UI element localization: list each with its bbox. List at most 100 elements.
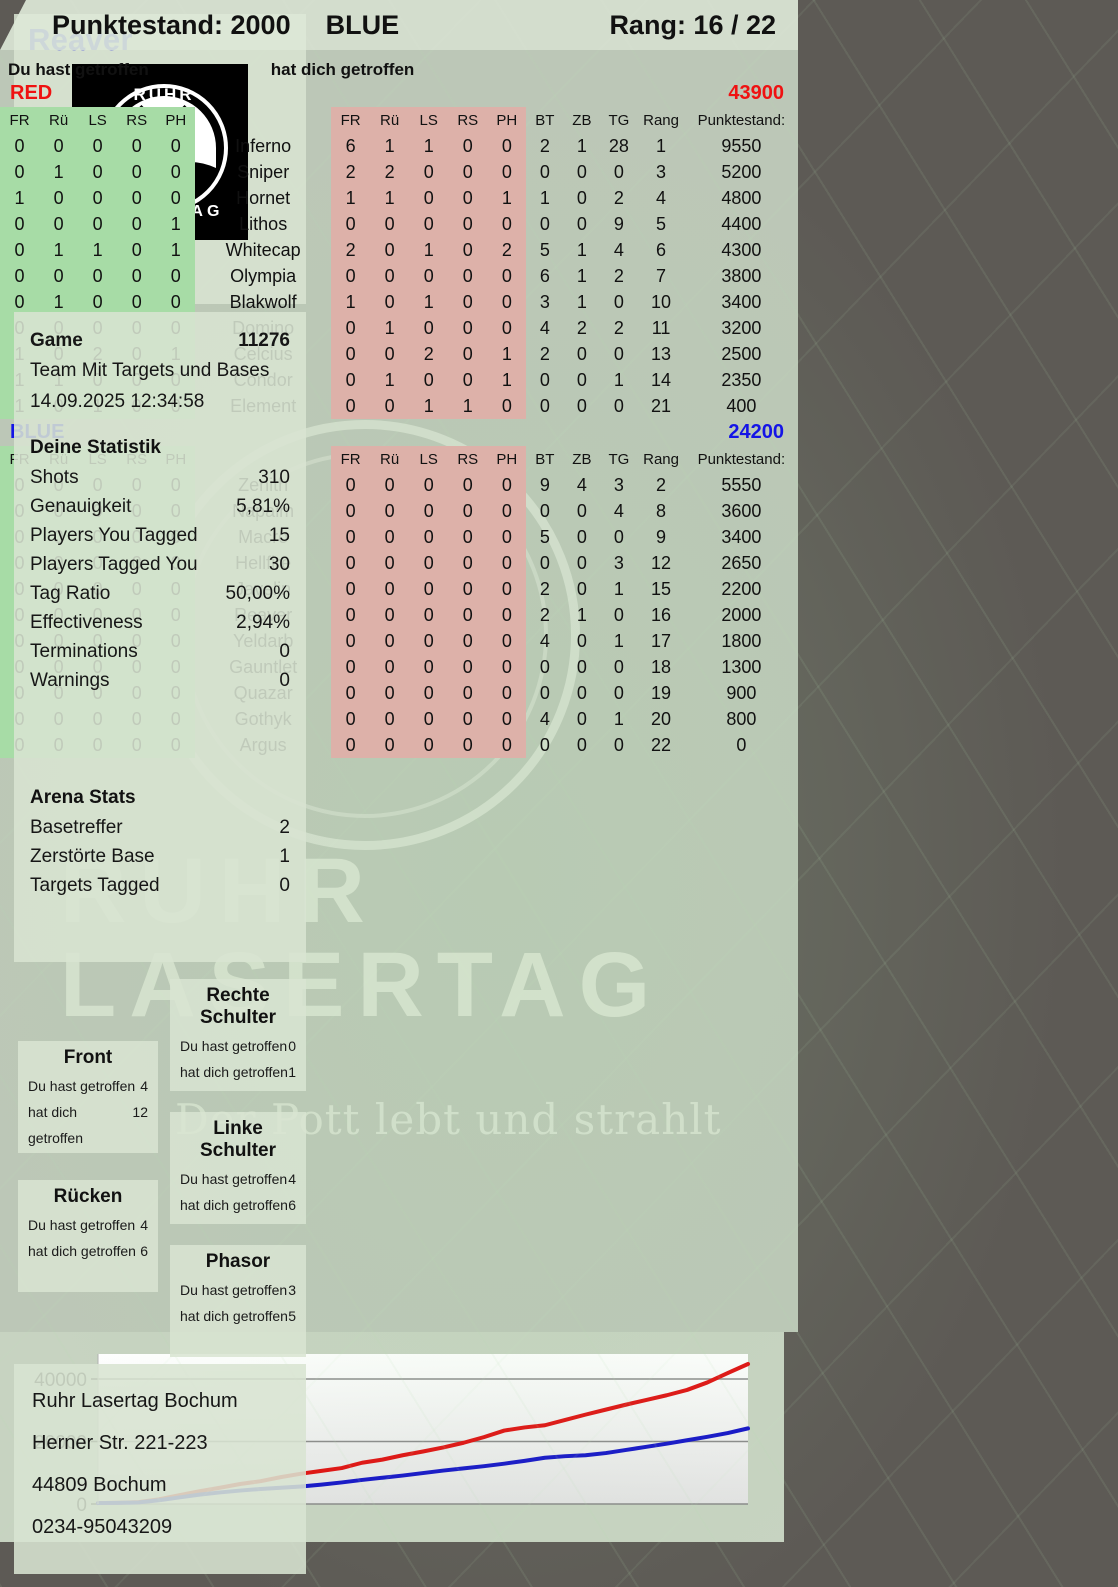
personal-stat-value: 50,00%	[225, 583, 290, 604]
cell-hit-you: 1	[409, 237, 449, 263]
cell-hit-you: 0	[487, 393, 527, 419]
hitzone-title: Rücken	[53, 1186, 123, 1207]
cell-hit-you: 0	[370, 341, 410, 367]
cell-rang: 1	[656, 135, 667, 156]
cell-you-hit: 0	[117, 263, 157, 289]
header-team: BLUE	[325, 9, 400, 40]
hitzone-row-label: Du hast getroffen	[180, 1038, 288, 1054]
cell-hit-you: 1	[487, 185, 527, 211]
hitzone-row-value: 3	[288, 1282, 296, 1298]
cell-player-name: Inferno	[235, 135, 292, 156]
cell-you-hit: 0	[156, 263, 196, 289]
cell-hit-you: 1	[331, 289, 371, 315]
cell-hit-you: 0	[448, 263, 488, 289]
cell-tg: 2	[613, 265, 624, 286]
cell-hit-you: 0	[487, 706, 527, 732]
cell-tg: 1	[613, 369, 624, 390]
personal-stat-value: 310	[258, 467, 290, 488]
cell-zb: 0	[576, 708, 587, 729]
cell-hit-you: 0	[487, 289, 527, 315]
hitzone-row-label: Du hast getroffen	[180, 1282, 288, 1298]
arena-stat-row: Zerstörte Base 1	[30, 842, 290, 871]
cell-hit-you: 0	[448, 315, 488, 341]
cell-zb: 0	[576, 578, 587, 599]
cell-bt: 9	[539, 474, 550, 495]
cell-rang: 5	[656, 213, 667, 234]
cell-hit-you: 0	[331, 524, 371, 550]
cell-you-hit: 0	[117, 211, 157, 237]
cell-zb: 0	[576, 526, 587, 547]
cell-hit-you: 1	[370, 185, 410, 211]
cell-you-hit: 0	[117, 237, 157, 263]
cell-hit-you: 0	[331, 628, 371, 654]
cell-rang: 20	[651, 708, 672, 729]
cell-hit-you: 0	[448, 237, 488, 263]
cell-hit-you: 0	[448, 680, 488, 706]
cell-you-hit: 0	[39, 211, 79, 237]
cell-rang: 8	[656, 500, 667, 521]
cell-player-name: Olympia	[230, 265, 297, 286]
cell-hit-you: 0	[409, 602, 449, 628]
cell-hit-you: 0	[448, 367, 488, 393]
personal-stats-list: Shots 310 Genauigkeit 5,81% Players You Tagg…	[30, 463, 290, 695]
arena-stats-list: Basetreffer 2 Zerstörte Base 1 Targets Tagge…	[30, 813, 290, 900]
cell-zb: 0	[576, 161, 587, 182]
cell-bt: 2	[539, 135, 550, 156]
cell-hit-you: 0	[448, 133, 488, 159]
cell-bt: 0	[539, 369, 550, 390]
column-header: ZB	[572, 450, 592, 468]
cell-hit-you: 1	[448, 393, 488, 419]
label-you-hit: Du hast getroffen	[8, 60, 149, 79]
game-label: Game	[30, 330, 83, 351]
cell-score: 4300	[721, 239, 762, 260]
cell-rang: 19	[651, 682, 672, 703]
cell-hit-you: 0	[448, 628, 488, 654]
cell-you-hit: 0	[78, 263, 118, 289]
cell-hit-you: 0	[409, 472, 449, 498]
arena-stat-value: 0	[279, 875, 290, 896]
cell-hit-you: 0	[331, 315, 371, 341]
table-row[interactable]: 0 0 0 0 0 Inferno 6 1 1 0 0 2 1 28 1 9550	[0, 133, 798, 159]
column-header: PH	[156, 107, 196, 133]
cell-bt: 4	[539, 630, 550, 651]
table-row[interactable]: 0 0 0 0 1 Lithos 0 0 0 0 0 0 0 9 5 4400	[0, 211, 798, 237]
hitzone-row: Du hast getroffen 4	[28, 1073, 148, 1099]
table-row[interactable]: 0 1 1 0 1 Whitecap 2 0 1 0 2 5 1 4 6 4300	[0, 237, 798, 263]
column-header: FR	[331, 446, 371, 472]
header-bar: Punktestand: 2000 BLUE Rang: 16 / 22	[0, 0, 798, 50]
cell-player-name: Whitecap	[225, 239, 301, 260]
table-row[interactable]: 0 1 0 0 0 Sniper 2 2 0 0 0 0 0 0 3 5200	[0, 159, 798, 185]
cell-hit-you: 0	[331, 576, 371, 602]
cell-hit-you: 0	[370, 732, 410, 758]
table-row[interactable]: 0 0 0 0 0 Olympia 0 0 0 0 0 6 1 2 7 3800	[0, 263, 798, 289]
table-row[interactable]: 1 0 0 0 0 Hornet 1 1 0 0 1 1 0 2 4 4800	[0, 185, 798, 211]
personal-stat-label: Effectiveness	[30, 612, 143, 633]
hitzone-row-label: Du hast getroffen	[180, 1171, 288, 1187]
cell-rang: 2	[656, 474, 667, 495]
cell-player-name: Lithos	[239, 213, 288, 234]
personal-stat-value: 15	[268, 525, 290, 546]
team-name: RED	[10, 82, 53, 104]
cell-rang: 9	[656, 526, 667, 547]
cell-hit-you: 0	[448, 498, 488, 524]
cell-hit-you: 0	[370, 602, 410, 628]
cell-hit-you: 0	[331, 263, 371, 289]
cell-tg: 9	[613, 213, 624, 234]
cell-hit-you: 0	[370, 550, 410, 576]
cell-hit-you: 0	[487, 576, 527, 602]
cell-rang: 22	[651, 734, 672, 755]
cell-hit-you: 0	[409, 263, 449, 289]
personal-stat-row: Genauigkeit 5,81%	[30, 492, 290, 521]
cell-hit-you: 0	[487, 680, 527, 706]
cell-rang: 14	[651, 369, 672, 390]
arena-stat-label: Basetreffer	[30, 817, 123, 838]
cell-score: 3400	[721, 291, 762, 312]
hitzone-row-value: 6	[140, 1243, 148, 1259]
cell-hit-you: 1	[331, 185, 371, 211]
table-row[interactable]: 0 1 0 0 0 Blakwolf 1 0 1 0 0 3 1 0 10 3400	[0, 289, 798, 315]
hitzone-title: Rechte Schulter	[199, 985, 277, 1028]
cell-hit-you: 0	[487, 315, 527, 341]
cell-zb: 1	[576, 239, 587, 260]
hitzone-row: Du hast getroffen 3	[180, 1277, 296, 1303]
